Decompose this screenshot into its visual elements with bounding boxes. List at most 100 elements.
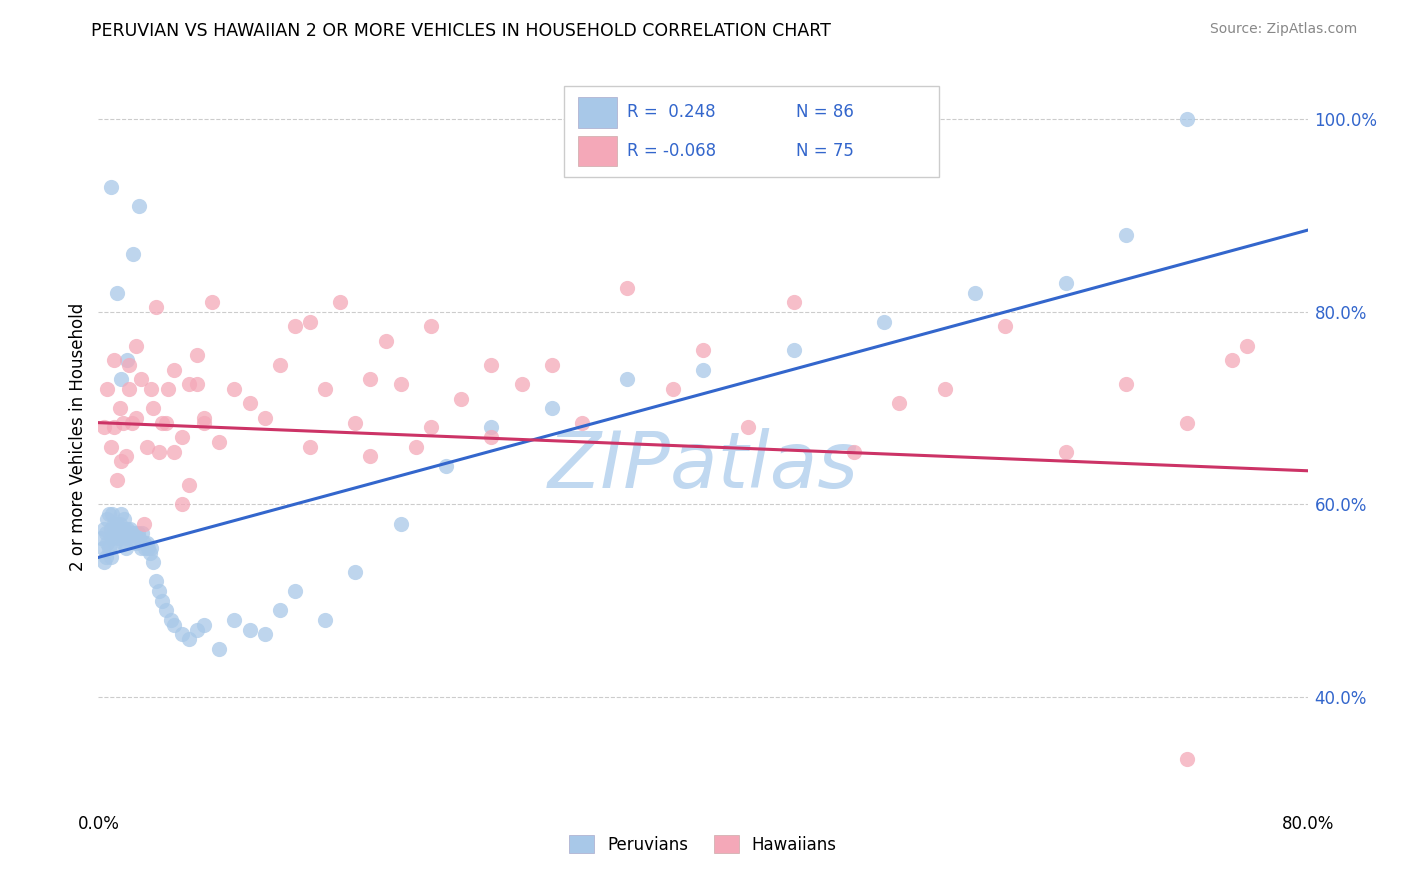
Point <box>141 382 163 396</box>
Point <box>253 410 276 425</box>
Point <box>104 521 127 535</box>
Point <box>132 516 155 531</box>
Point <box>150 593 173 607</box>
Point <box>98 541 121 555</box>
Point <box>118 382 141 396</box>
Point <box>299 315 322 329</box>
Point <box>108 526 131 541</box>
Point <box>156 382 179 396</box>
Point <box>105 474 128 488</box>
Point <box>540 358 562 372</box>
Point <box>186 377 208 392</box>
Point <box>1054 444 1077 458</box>
Point <box>105 526 128 541</box>
Point <box>208 434 231 449</box>
Point <box>112 512 135 526</box>
FancyBboxPatch shape <box>564 86 939 178</box>
Point <box>148 444 170 458</box>
Point <box>965 285 987 300</box>
Point <box>107 531 129 545</box>
Point <box>450 392 472 406</box>
Text: ZIPatlas: ZIPatlas <box>547 428 859 504</box>
Legend: Peruvians, Hawaiians: Peruvians, Hawaiians <box>562 829 844 860</box>
Point <box>110 507 132 521</box>
Point <box>145 300 167 314</box>
Point <box>616 281 638 295</box>
Point <box>571 416 593 430</box>
Point <box>103 353 125 368</box>
Point <box>93 420 115 434</box>
Point <box>284 584 307 599</box>
Point <box>1220 353 1243 368</box>
Point <box>112 521 135 535</box>
Point <box>110 521 132 535</box>
Point <box>134 541 156 555</box>
Point <box>101 507 124 521</box>
Point <box>329 295 352 310</box>
Point <box>105 516 128 531</box>
Point <box>125 338 148 352</box>
Point <box>692 362 714 376</box>
Point <box>110 372 132 386</box>
Text: PERUVIAN VS HAWAIIAN 2 OR MORE VEHICLES IN HOUSEHOLD CORRELATION CHART: PERUVIAN VS HAWAIIAN 2 OR MORE VEHICLES … <box>91 22 831 40</box>
Point <box>360 450 382 464</box>
Point <box>105 285 128 300</box>
Point <box>114 450 136 464</box>
Point <box>692 343 714 358</box>
Text: R =  0.248: R = 0.248 <box>627 103 716 121</box>
Point <box>253 627 276 641</box>
Point <box>91 541 114 555</box>
Point <box>284 319 307 334</box>
Point <box>132 536 155 550</box>
Point <box>208 641 231 656</box>
Point <box>1054 276 1077 290</box>
Point <box>179 478 201 492</box>
Point <box>405 440 427 454</box>
Point <box>737 420 759 434</box>
Point <box>115 521 138 535</box>
Point <box>127 526 149 541</box>
Point <box>141 541 163 555</box>
Point <box>125 410 148 425</box>
Point <box>98 507 121 521</box>
Point <box>155 416 177 430</box>
Point <box>344 416 367 430</box>
Point <box>163 617 186 632</box>
Point <box>142 401 165 416</box>
Point <box>299 440 322 454</box>
Point <box>100 440 122 454</box>
Point <box>420 420 443 434</box>
Point <box>179 632 201 647</box>
Point <box>239 623 262 637</box>
Point <box>114 541 136 555</box>
Point <box>96 382 118 396</box>
Point <box>160 613 183 627</box>
Point <box>115 353 138 368</box>
Point <box>135 536 157 550</box>
Point <box>150 416 173 430</box>
Point <box>108 516 131 531</box>
Point <box>108 401 131 416</box>
Point <box>994 319 1017 334</box>
Point <box>163 444 186 458</box>
Point <box>616 372 638 386</box>
Point <box>481 420 503 434</box>
Point <box>844 444 866 458</box>
Point <box>93 555 115 569</box>
FancyBboxPatch shape <box>578 97 617 128</box>
Point <box>269 358 291 372</box>
Point <box>131 526 153 541</box>
Point <box>239 396 262 410</box>
Point <box>1115 377 1137 392</box>
Point <box>129 372 152 386</box>
Y-axis label: 2 or more Vehicles in Household: 2 or more Vehicles in Household <box>69 303 87 571</box>
Point <box>1175 112 1198 127</box>
Point <box>139 545 162 559</box>
Point <box>118 358 141 372</box>
Point <box>783 343 806 358</box>
Point <box>179 377 201 392</box>
Point <box>148 584 170 599</box>
Point <box>360 372 382 386</box>
Point <box>201 295 224 310</box>
Point <box>1115 227 1137 242</box>
